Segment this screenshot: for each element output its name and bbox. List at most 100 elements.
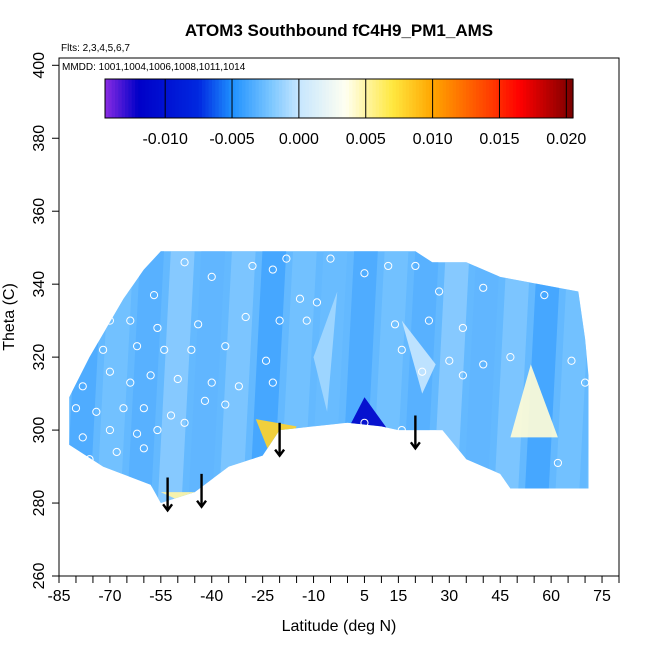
colorbar-segment	[178, 79, 183, 118]
colorbar-segment	[265, 79, 270, 118]
colorbar-segment	[195, 79, 200, 118]
observation-point	[126, 316, 135, 325]
observation-point	[275, 316, 284, 325]
observation-point	[295, 294, 305, 303]
colorbar-segment	[352, 79, 357, 118]
colorbar-segment	[419, 79, 424, 118]
colorbar-segment	[349, 79, 353, 118]
colorbar-segment	[158, 79, 163, 118]
colorbar-segment	[201, 79, 206, 118]
observation-point	[282, 254, 291, 263]
observation-point	[411, 261, 420, 271]
colorbar-segment	[258, 79, 263, 118]
colorbar-segment	[318, 79, 323, 118]
colorbar-segment	[181, 79, 186, 118]
colorbar-segment	[435, 79, 440, 118]
x-tick-label: 5	[360, 588, 369, 605]
colorbar-segment	[482, 79, 487, 118]
colorbar-segment	[469, 79, 474, 118]
colorbar-segment	[392, 79, 397, 118]
observation-point	[132, 429, 142, 438]
observation-point	[166, 411, 176, 420]
colorbar-segment	[516, 79, 521, 118]
colorbar-segment	[569, 79, 574, 118]
observation-point	[397, 345, 406, 354]
colorbar-segment	[211, 79, 216, 118]
colorbar-segment	[476, 79, 480, 118]
y-tick-label: 260	[31, 563, 48, 590]
colorbar-segment	[128, 79, 133, 118]
observation-point	[458, 371, 467, 380]
colorbar-segment	[529, 79, 534, 118]
colorbar-tick-label: -0.005	[209, 131, 254, 148]
colorbar-segment	[278, 79, 283, 118]
colorbar-segment	[295, 79, 300, 118]
colorbar-segment	[432, 79, 437, 118]
observation-point	[207, 272, 216, 281]
observation-point	[105, 367, 115, 376]
observation-point	[187, 345, 196, 354]
observation-point	[312, 298, 322, 307]
colorbar-segment	[539, 79, 544, 118]
x-tick-label: 45	[491, 588, 509, 605]
observation-point	[248, 261, 257, 271]
observation-point	[479, 360, 488, 369]
colorbar-segment	[148, 79, 153, 118]
observation-point	[397, 425, 406, 435]
x-tick-label: 30	[440, 588, 458, 605]
colorbar-segment	[542, 79, 547, 118]
field-streak	[585, 251, 589, 503]
colorbar-segment	[385, 79, 390, 118]
colorbar-tick-label: 0.000	[279, 131, 319, 148]
colorbar-segment	[242, 79, 246, 118]
x-tick-label: -10	[302, 588, 325, 605]
observation-point	[241, 312, 250, 322]
colorbar-segment	[379, 79, 384, 118]
colorbar-segment	[305, 79, 310, 118]
observation-point	[435, 287, 444, 296]
observation-point	[221, 342, 230, 351]
observation-point	[261, 356, 271, 365]
colorbar-segment	[402, 79, 407, 118]
field-streak	[462, 251, 501, 503]
colorbar-segment	[339, 79, 343, 118]
colorbar-segment	[502, 79, 507, 118]
down-arrow-icon	[274, 422, 286, 458]
colorbar-segment	[466, 79, 470, 118]
colorbar-segment	[151, 79, 156, 118]
y-tick-label: 360	[31, 198, 48, 225]
observation-point	[479, 283, 488, 292]
colorbar-segment	[359, 79, 363, 118]
observation-point	[360, 418, 369, 427]
observation-point	[200, 396, 210, 406]
colorbar-segment	[161, 79, 166, 118]
colorbar-segment	[232, 79, 236, 118]
colorbar-tick-label: 0.005	[346, 131, 386, 148]
colorbar-segment	[429, 79, 434, 118]
colorbar-segment	[198, 79, 203, 118]
colorbar-segment	[125, 79, 129, 118]
colorbar-segment	[405, 79, 410, 118]
observation-point	[207, 378, 216, 387]
colorbar-segment	[218, 79, 223, 118]
colorbar-segment	[238, 79, 243, 118]
mmdd-label: MMDD: 1001,1004,1006,1008,1011,1014	[62, 62, 246, 73]
chart-title: ATOM3 Southbound fC4H9_PM1_AMS	[185, 21, 493, 40]
colorbar-segment	[168, 79, 173, 118]
anomaly-dark-blue-patch	[347, 397, 389, 431]
observation-point	[153, 425, 162, 435]
colorbar-segment	[308, 79, 313, 118]
down-arrow-icon	[162, 477, 174, 513]
x-tick-label: -25	[251, 588, 274, 605]
colorbar-segment	[135, 79, 140, 118]
observation-point	[149, 291, 159, 300]
field-streak	[157, 251, 195, 503]
colorbar-segment	[462, 79, 467, 118]
observation-point	[438, 462, 447, 471]
colorbar-segment	[442, 79, 447, 118]
colorbar-segment	[322, 79, 327, 118]
observation-point	[418, 367, 427, 376]
observation-point	[268, 265, 277, 274]
x-tick-label: 15	[389, 588, 407, 605]
